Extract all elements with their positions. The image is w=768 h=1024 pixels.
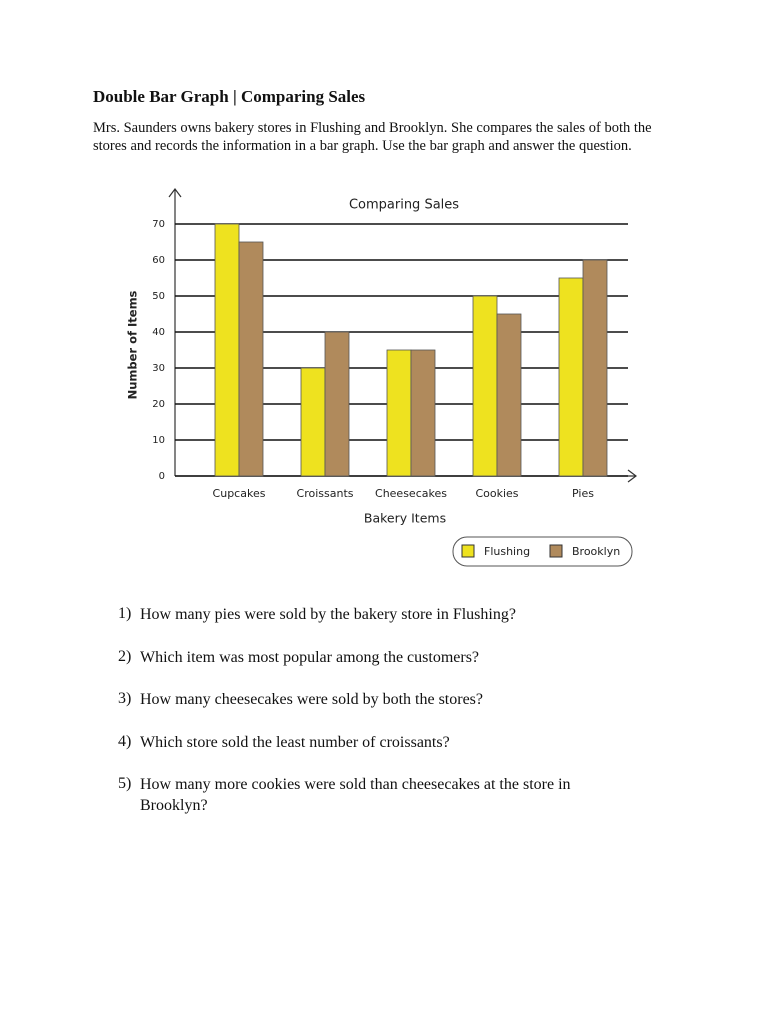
bar	[214, 223, 240, 477]
x-tick-label: Cookies	[475, 487, 518, 500]
bar	[410, 349, 436, 477]
y-axis-label: Number of Items	[126, 290, 140, 399]
bar	[558, 277, 584, 477]
y-tick-label: 30	[152, 363, 165, 374]
y-tick-label: 0	[159, 471, 165, 482]
bar	[582, 259, 608, 477]
question-number: 5)	[118, 775, 132, 792]
x-axis-arrow	[627, 469, 637, 483]
chart-title: Comparing Sales	[349, 198, 459, 213]
legend-swatch	[461, 544, 475, 558]
question-text: How many pies were sold by the bakery st…	[140, 606, 516, 623]
question-number: 1)	[118, 605, 132, 622]
bar	[324, 331, 350, 477]
x-tick-label: Cheesecakes	[375, 487, 447, 500]
question-number: 2)	[118, 648, 132, 665]
y-axis-arrow	[168, 188, 182, 198]
question-number: 3)	[118, 690, 132, 707]
legend-label: Brooklyn	[572, 545, 620, 558]
bar	[300, 367, 326, 477]
x-tick-label: Cupcakes	[213, 487, 266, 500]
question-number: 4)	[118, 733, 132, 750]
x-tick-label: Pies	[572, 487, 594, 500]
bar	[386, 349, 412, 477]
question-text: How many cheesecakes were sold by both t…	[140, 691, 483, 708]
question-text: How many more cookies were sold than che…	[140, 776, 571, 814]
y-tick-label: 20	[152, 399, 165, 410]
question-text: Which item was most popular among the cu…	[140, 649, 480, 666]
y-tick-label: 60	[152, 255, 165, 266]
legend-label: Flushing	[484, 545, 530, 558]
bar	[472, 295, 498, 477]
x-axis-label: Bakery Items	[364, 511, 446, 526]
y-tick-label: 40	[152, 327, 165, 338]
legend-box	[452, 536, 633, 567]
y-tick-label: 50	[152, 291, 165, 302]
question-text: Which store sold the least number of cro…	[140, 734, 450, 751]
bar	[496, 313, 522, 477]
y-tick-label: 10	[152, 435, 165, 446]
worksheet-title: Double Bar Graph | Comparing Sales	[93, 87, 366, 106]
legend-swatch	[549, 544, 563, 558]
intro-text: Mrs. Saunders owns bakery stores in Flus…	[93, 120, 652, 154]
y-tick-label: 70	[152, 219, 165, 230]
x-tick-label: Croissants	[297, 487, 354, 500]
bar	[238, 241, 264, 477]
